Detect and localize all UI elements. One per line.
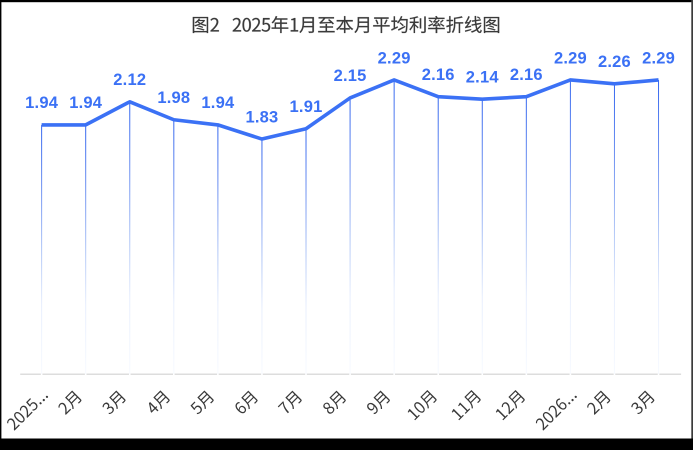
svg-text:1.94: 1.94 <box>25 94 59 112</box>
svg-text:2.12: 2.12 <box>113 71 146 89</box>
svg-text:2.14: 2.14 <box>466 69 500 87</box>
svg-text:2.29: 2.29 <box>554 49 587 67</box>
svg-text:2.26: 2.26 <box>598 53 631 71</box>
svg-text:2.29: 2.29 <box>642 49 675 67</box>
svg-text:1.94: 1.94 <box>201 94 235 112</box>
svg-text:1.98: 1.98 <box>157 89 190 107</box>
svg-text:1.94: 1.94 <box>69 94 103 112</box>
svg-text:1.91: 1.91 <box>290 98 323 116</box>
svg-text:1.83: 1.83 <box>245 108 278 126</box>
svg-text:2.16: 2.16 <box>422 66 455 84</box>
svg-text:2.16: 2.16 <box>510 66 543 84</box>
svg-text:2.29: 2.29 <box>378 49 411 67</box>
svg-text:2.15: 2.15 <box>334 67 367 85</box>
